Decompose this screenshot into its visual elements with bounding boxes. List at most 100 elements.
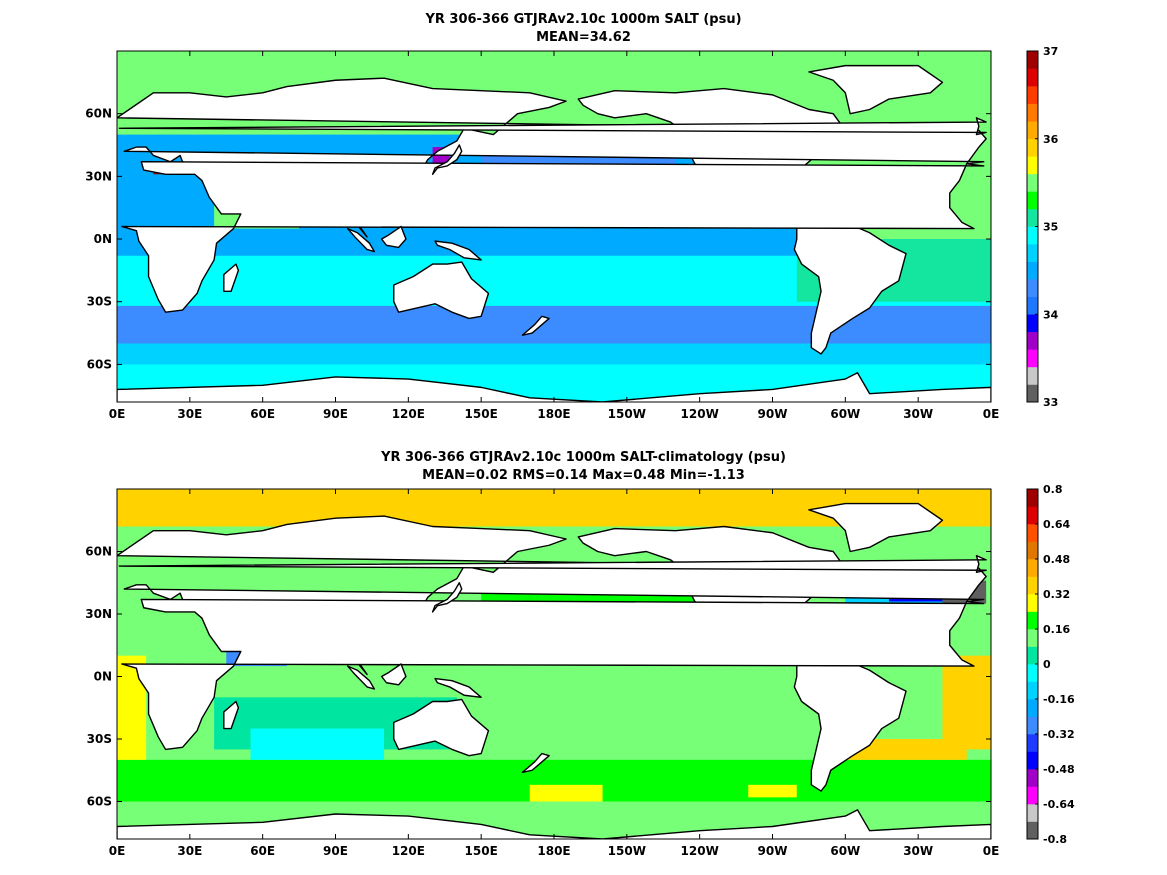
top-ytick-label: 30S bbox=[87, 295, 112, 309]
bottom-panel-title: YR 306-366 GTJRAv2.10c 1000m SALT-climat… bbox=[381, 450, 786, 465]
top-xtick-label: 90E bbox=[323, 407, 348, 421]
bottom-xtick-label: 120E bbox=[392, 844, 425, 858]
bottom-xtick-label: 0E bbox=[983, 844, 1000, 858]
bottom-colorbar-cell bbox=[1027, 541, 1038, 560]
bottom-land-australia bbox=[393, 698, 490, 757]
bottom-colorbar-cell bbox=[1027, 524, 1038, 542]
top-xtick-label: 90W bbox=[758, 407, 788, 421]
bottom-xtick-label: 150E bbox=[465, 844, 498, 858]
bottom-xtick-label: 60E bbox=[250, 844, 275, 858]
bottom-land-greenland bbox=[808, 502, 944, 553]
top-colorbar-label: 37 bbox=[1043, 45, 1058, 58]
bottom-colorbar-label: -0.64 bbox=[1043, 798, 1075, 811]
top-xtick-label: 60E bbox=[250, 407, 275, 421]
top-land-antarctica bbox=[117, 372, 991, 402]
top-colorbar-cell bbox=[1027, 226, 1038, 245]
top-colorbar-cell bbox=[1027, 296, 1038, 315]
bottom-colorbar-label: 0.8 bbox=[1043, 483, 1063, 496]
bottom-land-madagascar bbox=[223, 700, 240, 730]
bottom-xtick-label: 90E bbox=[323, 844, 348, 858]
bottom-colorbar-cell bbox=[1027, 506, 1038, 525]
top-ytick-label: 30N bbox=[85, 169, 112, 183]
bottom-ytick-label: 0N bbox=[94, 670, 112, 684]
top-ytick-label: 0N bbox=[94, 232, 112, 246]
top-colorbar-cell bbox=[1027, 261, 1038, 280]
bottom-xtick-label: 60W bbox=[830, 844, 860, 858]
bottom-colorbar-label: -0.8 bbox=[1043, 833, 1067, 846]
bottom-panel-subtitle: MEAN=0.02 RMS=0.14 Max=0.48 Min=-1.13 bbox=[422, 468, 745, 483]
bottom-colorbar-label: 0.48 bbox=[1043, 553, 1070, 566]
top-colorbar-cell bbox=[1027, 51, 1038, 69]
top-xtick-label: 150W bbox=[608, 407, 646, 421]
bottom-colorbar-label: 0.16 bbox=[1043, 623, 1070, 636]
bottom-ytick-label: 30S bbox=[87, 732, 112, 746]
top-land-new-guinea bbox=[434, 240, 482, 261]
bottom-land-antarctica bbox=[117, 809, 991, 839]
bottom-colorbar-cell bbox=[1027, 611, 1038, 630]
bottom-land-south-america bbox=[793, 652, 907, 792]
bottom-xtick-label: 90W bbox=[758, 844, 788, 858]
top-ytick-label: 60S bbox=[87, 357, 112, 371]
bottom-colorbar-label: 0.32 bbox=[1043, 588, 1070, 601]
top-colorbar-cell bbox=[1027, 121, 1038, 140]
bottom-ytick-label: 60S bbox=[87, 795, 112, 809]
top-colorbar-cell bbox=[1027, 208, 1038, 227]
top-colorbar-cell bbox=[1027, 191, 1038, 210]
bottom-land-britain bbox=[118, 554, 987, 574]
top-xtick-label: 150E bbox=[465, 407, 498, 421]
top-colorbar-cell bbox=[1027, 156, 1038, 175]
bottom-colorbar-cell bbox=[1027, 559, 1038, 577]
top-land-madagascar bbox=[223, 263, 240, 292]
bottom-xtick-label: 180E bbox=[537, 844, 570, 858]
top-map: 0E 30E 60E 90E 120E 150E 180E 150W 120W 90W 60W 30W… bbox=[85, 45, 1058, 421]
bottom-satl-east bbox=[942, 655, 991, 750]
top-colorbar-cell bbox=[1027, 314, 1038, 333]
top-colorbar-cell bbox=[1027, 331, 1038, 350]
top-xtick-label: 60W bbox=[830, 407, 860, 421]
top-xtick-label: 30W bbox=[903, 407, 933, 421]
bottom-colorbar-cell bbox=[1027, 664, 1038, 682]
bottom-xtick-label: 150W bbox=[608, 844, 646, 858]
top-land-japan bbox=[431, 144, 463, 175]
bottom-colorbar-cell bbox=[1027, 786, 1038, 805]
bottom-land-sumatra bbox=[346, 665, 376, 690]
bottom-xtick-label: 0E bbox=[109, 844, 126, 858]
top-land-south-america bbox=[793, 215, 907, 355]
top-colorbar-cell bbox=[1027, 366, 1038, 385]
bottom-se-pac-high bbox=[748, 784, 797, 798]
top-xtick-label: 120E bbox=[392, 407, 425, 421]
bottom-ytick-label: 30N bbox=[85, 607, 112, 621]
top-ytick-label: 60N bbox=[85, 107, 112, 121]
top-colorbar-cell bbox=[1027, 68, 1038, 87]
bottom-colorbar-cell bbox=[1027, 699, 1038, 717]
bottom-colorbar-cell bbox=[1027, 489, 1038, 507]
bottom-land-new-guinea bbox=[434, 677, 482, 699]
top-colorbar-cell bbox=[1027, 173, 1038, 192]
bottom-colorbar-cell bbox=[1027, 716, 1038, 735]
bottom-colorbar-cell bbox=[1027, 821, 1038, 840]
bottom-sio-low bbox=[250, 728, 385, 760]
top-xtick-label: 120W bbox=[681, 407, 719, 421]
bottom-xtick-label: 30W bbox=[903, 844, 933, 858]
top-land-new-zealand bbox=[521, 315, 550, 336]
bottom-colorbar-label: 0 bbox=[1043, 658, 1051, 671]
top-panel-title: YR 306-366 GTJRAv2.10c 1000m SALT (psu) bbox=[425, 12, 742, 27]
top-land-sumatra bbox=[346, 227, 376, 253]
bottom-colorbar-cell bbox=[1027, 751, 1038, 770]
bottom-land-new-zealand bbox=[521, 752, 550, 774]
top-colorbar-cell bbox=[1027, 349, 1038, 368]
top-land-australia bbox=[393, 261, 490, 320]
top-colorbar-cell bbox=[1027, 384, 1038, 403]
bottom-colorbar-label: -0.32 bbox=[1043, 728, 1075, 741]
bottom-xtick-label: 30E bbox=[177, 844, 202, 858]
bottom-land-africa bbox=[121, 598, 985, 751]
bottom-colorbar-cell bbox=[1027, 681, 1038, 700]
top-colorbar-cell bbox=[1027, 138, 1038, 157]
top-colorbar-label: 35 bbox=[1043, 221, 1058, 234]
bottom-sp-high bbox=[529, 784, 603, 802]
bottom-colorbar-cell bbox=[1027, 629, 1038, 647]
top-xtick-label: 0E bbox=[983, 407, 1000, 421]
bottom-colorbar-cell bbox=[1027, 804, 1038, 822]
top-land-africa bbox=[121, 161, 985, 313]
bottom-colorbar-cell bbox=[1027, 734, 1038, 752]
